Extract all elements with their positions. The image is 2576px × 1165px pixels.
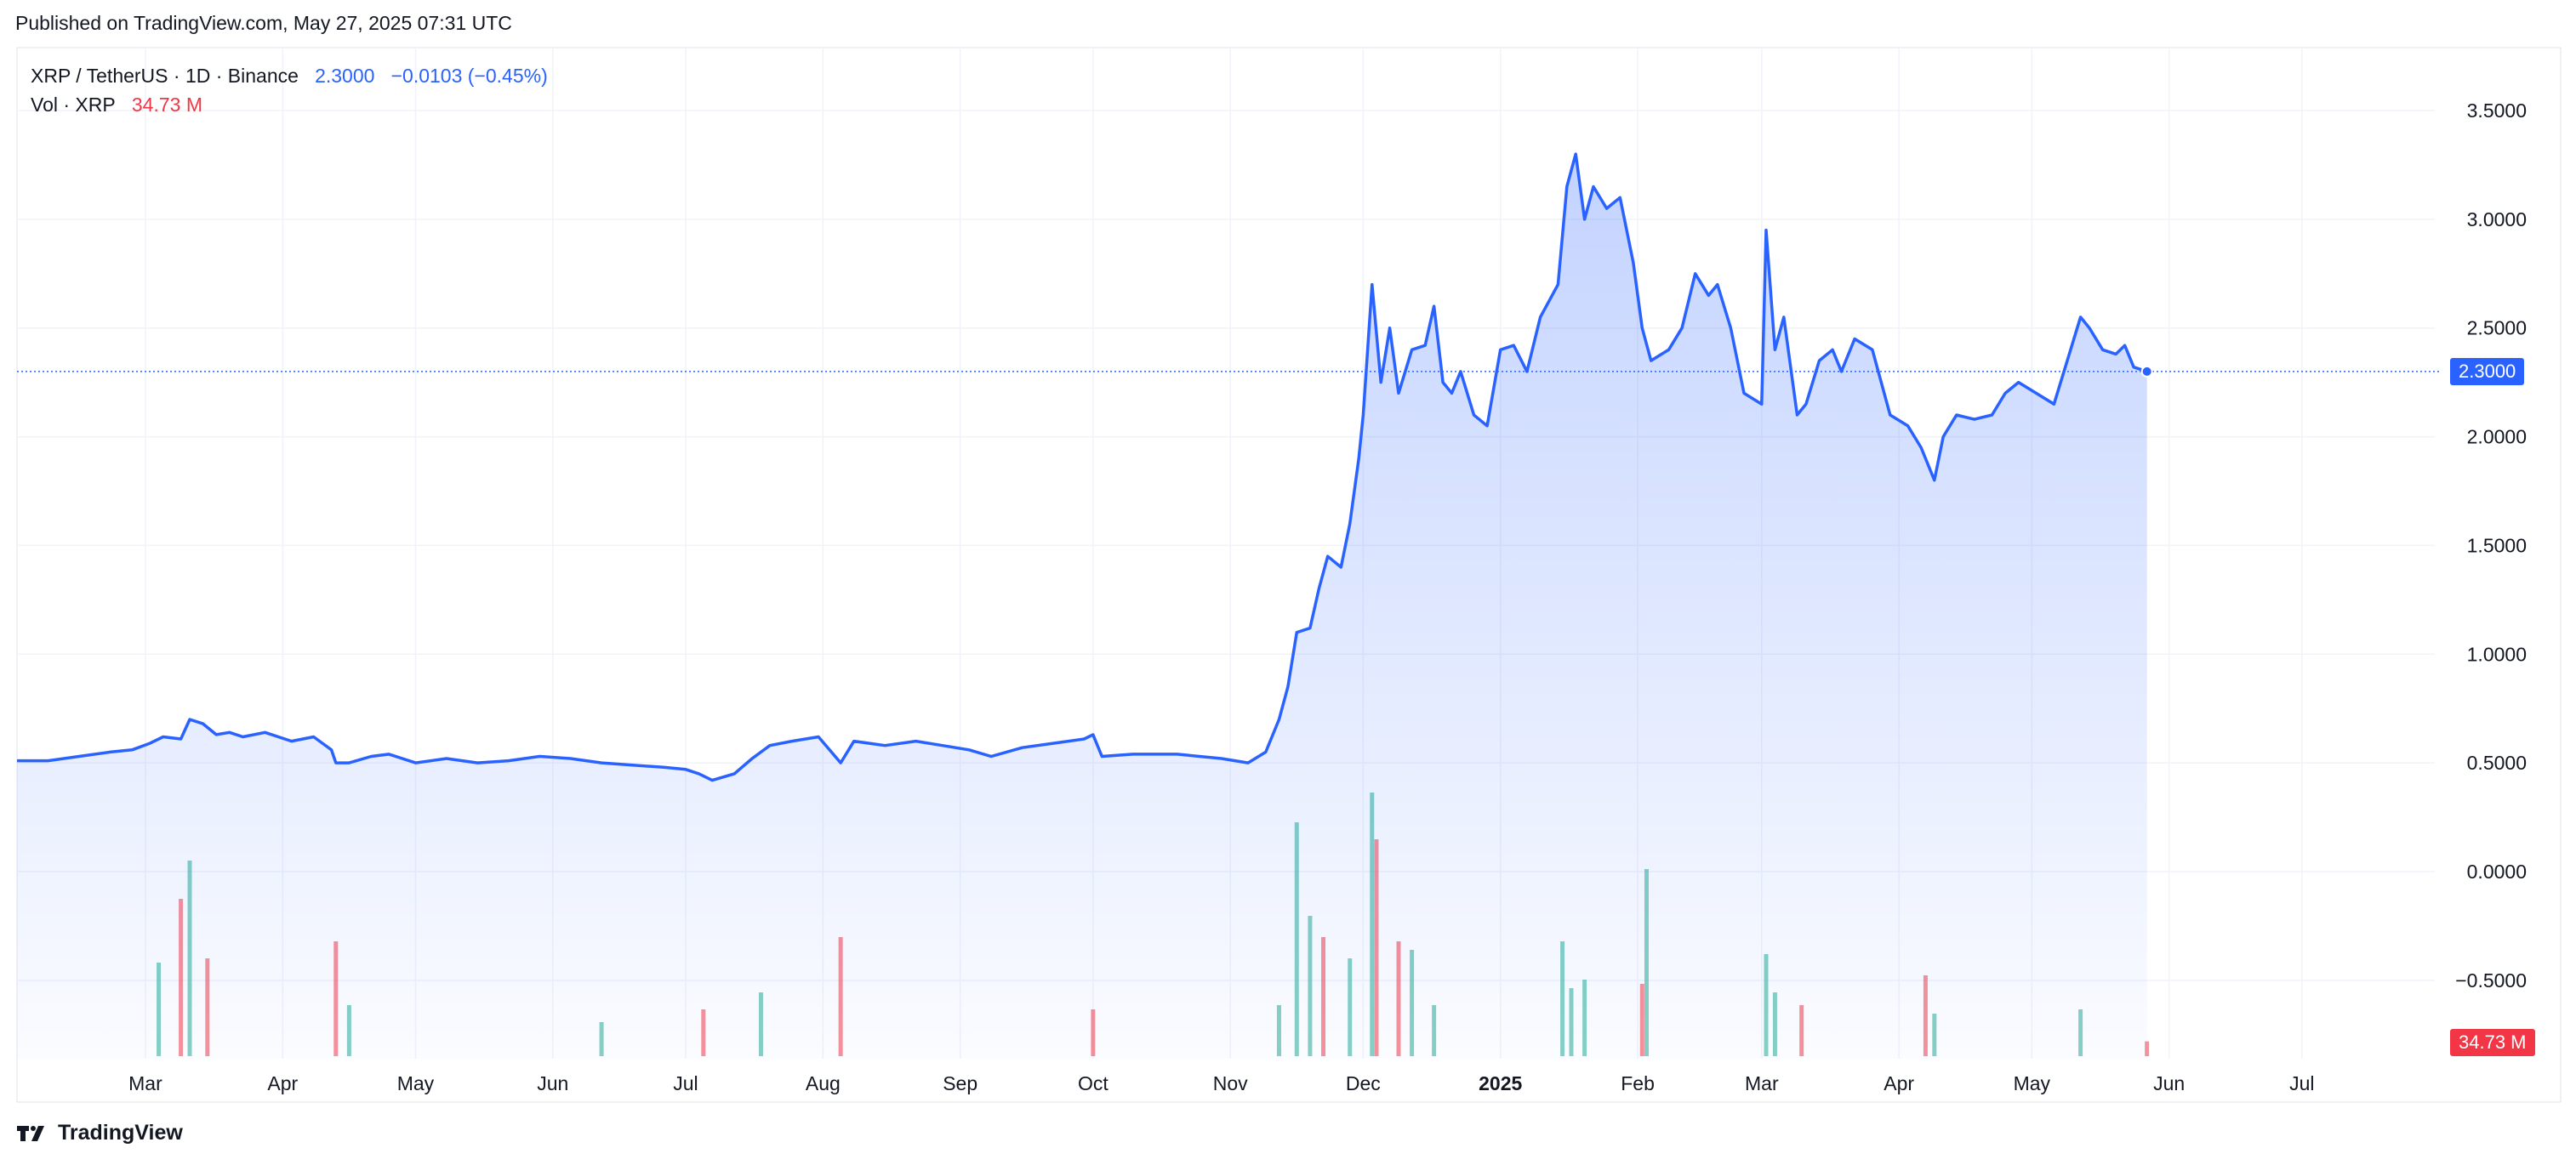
y-tick-label: 2.5000 xyxy=(2467,317,2527,339)
legend-symbol[interactable]: XRP / TetherUS · 1D · Binance xyxy=(31,65,299,87)
legend-vol-value: 34.73 M xyxy=(131,94,202,116)
x-tick-label: Apr xyxy=(267,1072,298,1094)
legend-row-volume: Vol · XRP 34.73 M xyxy=(31,90,548,119)
chart-pane-border xyxy=(16,47,2562,1103)
x-tick-label: Nov xyxy=(1213,1072,1248,1094)
x-tick-label: 2025 xyxy=(1479,1072,1522,1094)
y-tick-label: 2.0000 xyxy=(2467,426,2527,448)
price-axis-tag: 2.3000 xyxy=(2450,358,2525,385)
y-tick-label: 1.0000 xyxy=(2467,643,2527,665)
legend-vol-label[interactable]: Vol · XRP xyxy=(31,94,116,116)
x-tick-label: Jun xyxy=(2153,1072,2185,1094)
chart-legend: XRP / TetherUS · 1D · Binance 2.3000 −0.… xyxy=(31,61,548,119)
x-tick-label: Feb xyxy=(1621,1072,1655,1094)
tradingview-logo-icon xyxy=(17,1125,44,1141)
tradingview-logo[interactable]: TradingView xyxy=(15,1121,183,1145)
x-tick-label: Oct xyxy=(1078,1072,1108,1094)
y-tick-label: 0.5000 xyxy=(2467,752,2527,774)
y-tick-label: −0.5000 xyxy=(2455,969,2527,992)
y-tick-label: 0.0000 xyxy=(2467,861,2527,883)
x-tick-label: Jul xyxy=(2289,1072,2314,1094)
legend-row-symbol: XRP / TetherUS · 1D · Binance 2.3000 −0.… xyxy=(31,61,548,90)
x-tick-label: Apr xyxy=(1884,1072,1914,1094)
x-tick-label: Mar xyxy=(1745,1072,1779,1094)
x-axis: Mar Apr May Jun Jul Aug Sep Oct Nov Dec 2025 Feb Mar… xyxy=(128,1072,2314,1094)
y-axis: 3.5000 3.0000 2.5000 2.0000 1.5000 1.0000 0.50… xyxy=(2455,99,2527,992)
x-tick-label: Sep xyxy=(943,1072,977,1094)
y-tick-label: 1.5000 xyxy=(2467,534,2527,556)
volume-axis-tag: 34.73 M xyxy=(2450,1029,2535,1056)
published-note: Published on TradingView.com, May 27, 20… xyxy=(15,12,512,34)
last-price-dot xyxy=(2140,365,2153,378)
y-tick-label: 3.0000 xyxy=(2467,208,2527,230)
y-tick-label: 3.5000 xyxy=(2467,99,2527,122)
legend-change: −0.0103 (−0.45%) xyxy=(390,65,548,87)
x-tick-label: Mar xyxy=(128,1072,162,1094)
price-area-fill xyxy=(17,154,2147,1060)
x-tick-label: May xyxy=(397,1072,435,1094)
x-tick-label: Jun xyxy=(537,1072,568,1094)
x-tick-label: May xyxy=(2014,1072,2051,1094)
tradingview-brand: TradingView xyxy=(58,1121,183,1145)
x-tick-label: Jul xyxy=(673,1072,698,1094)
x-tick-label: Aug xyxy=(806,1072,841,1094)
legend-price: 2.3000 xyxy=(315,65,375,87)
x-tick-label: Dec xyxy=(1346,1072,1381,1094)
price-line xyxy=(17,152,2148,782)
